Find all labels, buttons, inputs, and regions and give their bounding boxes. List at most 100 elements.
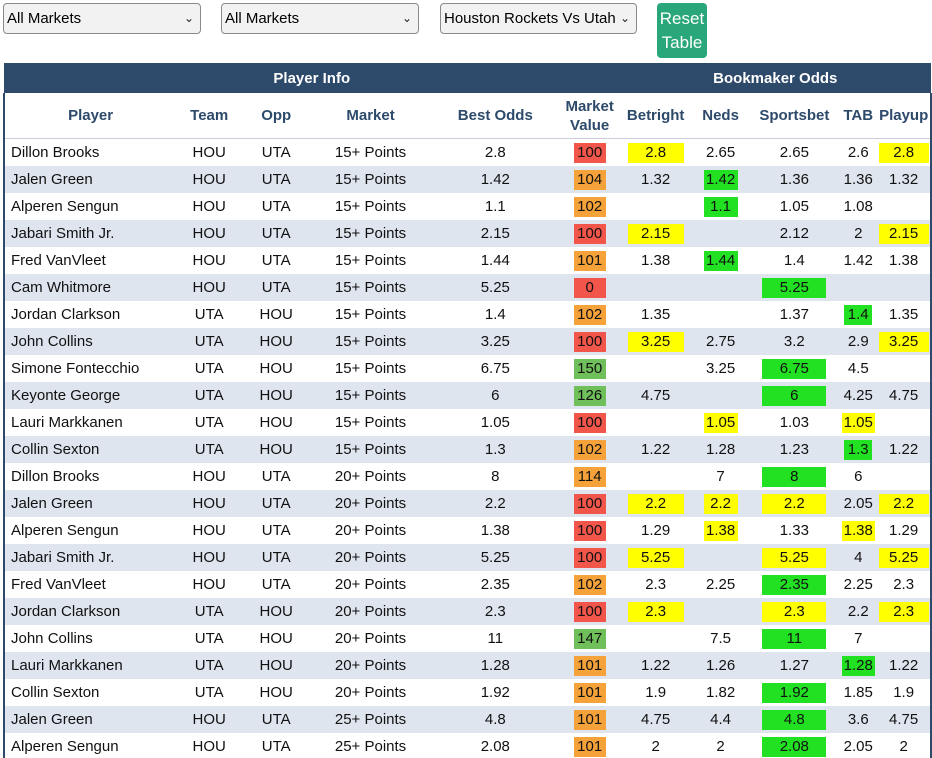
cell-player: Jalen Green bbox=[3, 490, 177, 517]
odds-highlight: 5.25 bbox=[627, 547, 684, 568]
cell-market: 15+ Points bbox=[310, 274, 431, 301]
table-row: Jabari Smith Jr. HOU UTA 20+ Points 5.25 100 5… bbox=[3, 544, 932, 571]
odds-highlight: 2.3 bbox=[878, 601, 929, 622]
cell-playup: 2.3 bbox=[877, 571, 932, 598]
cell-playup: 1.9 bbox=[877, 679, 932, 706]
cell-neds: 1.28 bbox=[691, 436, 750, 463]
col-header-opp[interactable]: Opp bbox=[242, 93, 311, 139]
cell-market: 20+ Points bbox=[310, 571, 431, 598]
market-value-badge: 114 bbox=[573, 466, 606, 487]
cell-best-odds: 2.2 bbox=[430, 490, 560, 517]
cell-best-odds: 1.3 bbox=[430, 436, 560, 463]
odds-highlight: 3.25 bbox=[878, 331, 929, 352]
bookmaker-odds-group-header: Bookmaker Odds bbox=[619, 63, 931, 93]
cell-tab: 6 bbox=[839, 463, 878, 490]
cell-betright bbox=[619, 409, 692, 436]
cell-neds bbox=[691, 382, 750, 409]
col-header-team[interactable]: Team bbox=[176, 93, 243, 139]
cell-best-odds: 1.42 bbox=[430, 166, 560, 193]
cell-sportsbet: 2.35 bbox=[749, 571, 840, 598]
cell-sportsbet: 1.23 bbox=[749, 436, 840, 463]
cell-playup: 2.2 bbox=[877, 490, 932, 517]
cell-neds: 7 bbox=[691, 463, 750, 490]
cell-player: John Collins bbox=[3, 328, 177, 355]
col-header-market[interactable]: Market bbox=[310, 93, 431, 139]
cell-market: 20+ Points bbox=[310, 679, 431, 706]
chevron-down-icon: ⌄ bbox=[183, 11, 194, 25]
reset-table-button[interactable]: Reset Table bbox=[657, 3, 707, 58]
cell-team: UTA bbox=[176, 436, 243, 463]
cell-team: HOU bbox=[176, 571, 243, 598]
col-header-playup[interactable]: Playup bbox=[877, 93, 932, 139]
cell-market: 20+ Points bbox=[310, 652, 431, 679]
market-select[interactable]: All Markets ⌄ bbox=[3, 3, 201, 34]
odds-highlight: 2.2 bbox=[878, 493, 929, 514]
cell-opp: HOU bbox=[242, 409, 311, 436]
cell-opp: UTA bbox=[242, 166, 311, 193]
cell-best-odds: 1.05 bbox=[430, 409, 560, 436]
game-select[interactable]: Houston Rockets Vs Utah ⌄ bbox=[440, 3, 637, 34]
cell-neds: 3.25 bbox=[691, 355, 750, 382]
col-header-sportsbet[interactable]: Sportsbet bbox=[749, 93, 840, 139]
cell-neds: 7.5 bbox=[691, 625, 750, 652]
cell-tab: 7 bbox=[839, 625, 878, 652]
cell-sportsbet: 3.2 bbox=[749, 328, 840, 355]
table-row: Collin Sexton UTA HOU 20+ Points 1.92 101 1.9 1… bbox=[3, 679, 932, 706]
cell-sportsbet: 11 bbox=[749, 625, 840, 652]
cell-player: Lauri Markkanen bbox=[3, 652, 177, 679]
cell-market: 15+ Points bbox=[310, 247, 431, 274]
cell-player: Fred VanVleet bbox=[3, 571, 177, 598]
cell-neds: 2.65 bbox=[691, 138, 750, 166]
table-row: Simone Fontecchio UTA HOU 15+ Points 6.75 150… bbox=[3, 355, 932, 382]
cell-tab: 1.85 bbox=[839, 679, 878, 706]
col-header-best-odds[interactable]: Best Odds bbox=[430, 93, 560, 139]
cell-team: HOU bbox=[176, 247, 243, 274]
cell-market: 20+ Points bbox=[310, 490, 431, 517]
cell-neds: 1.42 bbox=[691, 166, 750, 193]
cell-market-value: 100 bbox=[559, 328, 620, 355]
cell-tab: 4.5 bbox=[839, 355, 878, 382]
cell-market-value: 114 bbox=[559, 463, 620, 490]
cell-sportsbet: 5.25 bbox=[749, 274, 840, 301]
col-header-market-value[interactable]: Market Value bbox=[559, 93, 620, 139]
submarket-select[interactable]: All Markets ⌄ bbox=[221, 3, 419, 34]
cell-opp: UTA bbox=[242, 138, 311, 166]
cell-neds: 1.38 bbox=[691, 517, 750, 544]
odds-highlight: 8 bbox=[762, 466, 827, 487]
cell-sportsbet: 1.4 bbox=[749, 247, 840, 274]
cell-player: Keyonte George bbox=[3, 382, 177, 409]
cell-betright: 1.22 bbox=[619, 652, 692, 679]
cell-neds bbox=[691, 301, 750, 328]
cell-team: UTA bbox=[176, 409, 243, 436]
submarket-select-value: All Markets bbox=[225, 10, 300, 27]
cell-player: Lauri Markkanen bbox=[3, 409, 177, 436]
cell-market-value: 100 bbox=[559, 544, 620, 571]
col-header-player[interactable]: Player bbox=[3, 93, 177, 139]
cell-neds: 1.1 bbox=[691, 193, 750, 220]
col-header-betright[interactable]: Betright bbox=[619, 93, 692, 139]
col-header-tab[interactable]: TAB bbox=[839, 93, 878, 139]
cell-neds bbox=[691, 544, 750, 571]
market-value-badge: 100 bbox=[573, 331, 606, 352]
cell-player: Jalen Green bbox=[3, 166, 177, 193]
cell-team: UTA bbox=[176, 598, 243, 625]
cell-team: HOU bbox=[176, 544, 243, 571]
cell-tab: 2.05 bbox=[839, 490, 878, 517]
cell-best-odds: 1.92 bbox=[430, 679, 560, 706]
cell-tab: 1.38 bbox=[839, 517, 878, 544]
cell-market: 15+ Points bbox=[310, 382, 431, 409]
table-row: Alperen Sengun HOU UTA 15+ Points 1.1 102 1.1 1… bbox=[3, 193, 932, 220]
cell-player: Collin Sexton bbox=[3, 679, 177, 706]
cell-playup: 2.3 bbox=[877, 598, 932, 625]
cell-market-value: 100 bbox=[559, 490, 620, 517]
cell-betright: 1.22 bbox=[619, 436, 692, 463]
cell-player: Alperen Sengun bbox=[3, 517, 177, 544]
cell-tab: 2.9 bbox=[839, 328, 878, 355]
cell-opp: UTA bbox=[242, 706, 311, 733]
cell-tab: 1.05 bbox=[839, 409, 878, 436]
odds-highlight: 2.2 bbox=[627, 493, 684, 514]
col-header-neds[interactable]: Neds bbox=[691, 93, 750, 139]
cell-market-value: 101 bbox=[559, 706, 620, 733]
table-row: Keyonte George UTA HOU 15+ Points 6 126 4.75 6 4… bbox=[3, 382, 932, 409]
cell-betright: 2.8 bbox=[619, 138, 692, 166]
